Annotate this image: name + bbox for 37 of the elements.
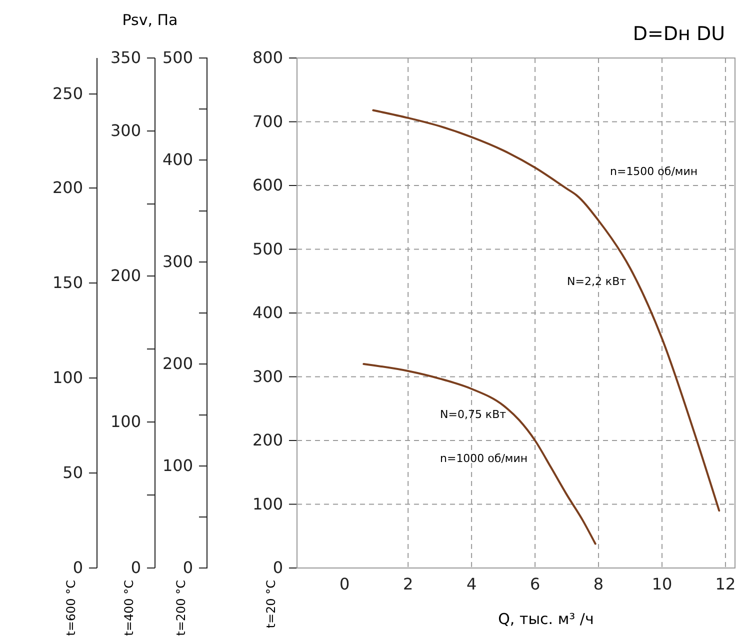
text: t=600 °C: [64, 580, 78, 636]
annotation: n=1000 об/мин: [440, 452, 528, 465]
x-tick-label: 0: [340, 574, 350, 594]
y-tick-label: 700: [252, 112, 283, 131]
x-tick-label: 2: [402, 574, 414, 594]
text: Psv, Па: [122, 11, 178, 29]
y-tick-label: 500: [252, 239, 283, 258]
pressure-scale: 0 100 200 300 350: [110, 48, 156, 578]
annotation: N=2,2 кВт: [567, 275, 627, 288]
line-series: [372, 109, 720, 512]
x-tick-label: 4: [466, 574, 477, 594]
y-tick-label: 300: [252, 366, 283, 386]
x-tick-label: 12: [715, 574, 736, 594]
y-tick-label: 200: [252, 430, 283, 450]
y-tick-label: 100: [252, 494, 283, 514]
y2-tick-label: 300: [162, 252, 193, 272]
x-tick-label: 6: [530, 574, 540, 594]
y-tick-label: 800: [252, 48, 283, 68]
y-tick-label: 600: [252, 176, 283, 195]
y-tick-label: 0: [272, 558, 283, 578]
y2-tick-label: 200: [162, 354, 193, 374]
y-tick-label: 400: [252, 303, 283, 322]
annotation: n=1500 об/мин: [610, 165, 698, 178]
y-axis-title: t=20 °C: [264, 580, 278, 628]
y2-tick-label: 400: [162, 150, 193, 170]
pressure-scale: 0 50 100 150 200 250: [52, 58, 98, 578]
x-axis-title: Q, тыс. м³ /ч: [498, 610, 594, 628]
y2-tick-label: 100: [162, 456, 193, 476]
text: t=400 °C: [122, 580, 136, 636]
y2-tick-label: 0: [182, 558, 193, 578]
annotation: N=0,75 кВт: [440, 408, 507, 421]
x-tick-label: 8: [593, 574, 604, 594]
line-series: [362, 363, 596, 545]
y2-axis-title: t=200 °C: [174, 580, 188, 636]
x-tick-label: 10: [652, 574, 672, 594]
y2-tick-label: 500: [162, 48, 193, 68]
chart-title: D=Dн DU: [632, 23, 725, 45]
